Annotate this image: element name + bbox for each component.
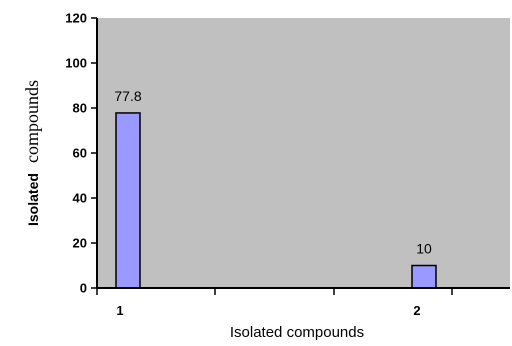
x-tick-label: 1 [116,303,123,318]
bar [411,264,437,289]
y-tick-label: 40 [73,191,87,206]
y-axis-title: Isolated compounds [22,80,42,226]
data-label: 77.8 [114,88,141,104]
y-axis-title-part1: Isolated [25,173,41,226]
bar [115,112,141,289]
y-tick-label: 0 [80,281,87,296]
y-tick-label: 80 [73,101,87,116]
plot-background [97,18,510,288]
y-tick-label: 100 [65,56,87,71]
y-tick-label: 20 [73,236,87,251]
x-axis-title: Isolated compounds [230,324,364,341]
y-tick-label: 60 [73,146,87,161]
data-label: 10 [416,241,432,257]
x-tick-label: 2 [413,303,420,318]
y-tick-label: 120 [65,11,87,26]
plot-area: 0 20 40 60 80 100 120 77.8 1 10 2 [65,11,510,318]
y-axis-title-part2: compounds [22,80,42,163]
